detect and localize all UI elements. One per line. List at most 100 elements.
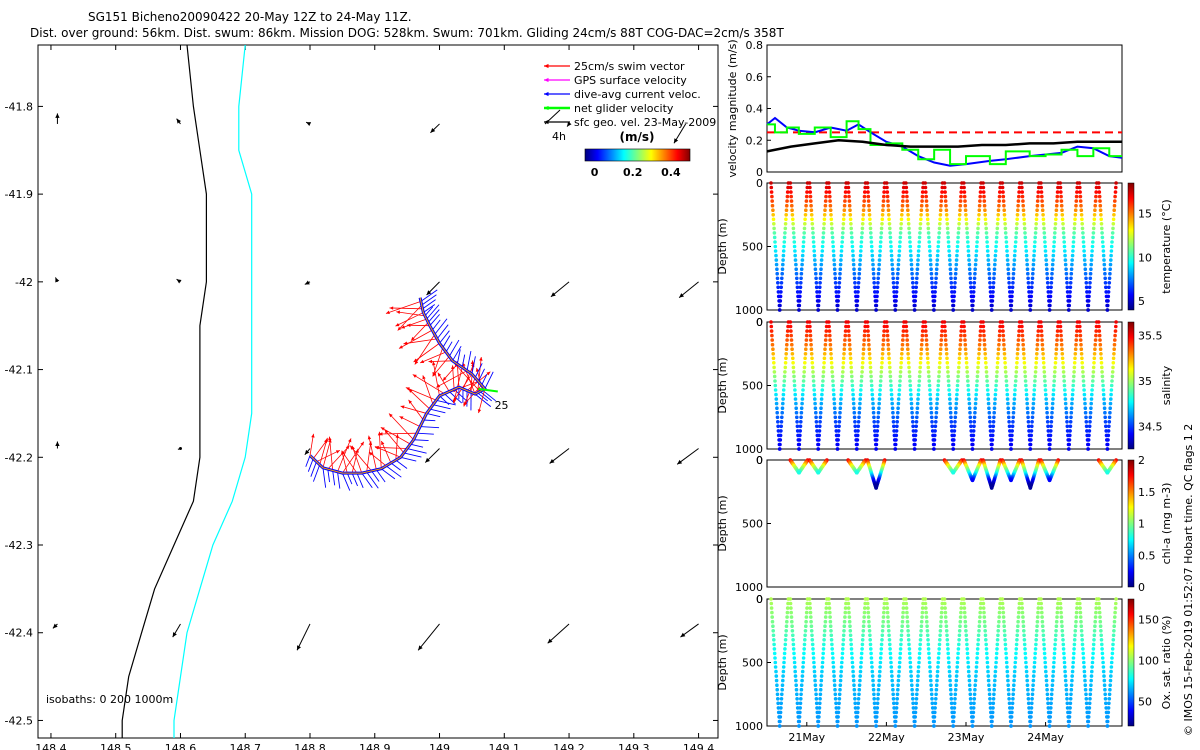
profile-point — [793, 397, 798, 401]
profile-point — [1109, 258, 1113, 262]
profile-point — [1096, 597, 1101, 601]
profile-point — [1096, 320, 1101, 324]
profile-point — [1069, 406, 1074, 411]
profile-point — [969, 706, 973, 710]
profile-point — [983, 624, 987, 628]
profile-point — [807, 320, 812, 324]
profile-point — [1031, 262, 1036, 267]
profile-point — [896, 397, 901, 401]
profile-point — [1039, 324, 1043, 329]
profile-point — [1010, 424, 1015, 429]
profile-point — [830, 231, 834, 235]
profile-point — [880, 356, 885, 361]
profile-point — [1067, 438, 1072, 442]
profile-point — [914, 420, 919, 424]
profile-point — [852, 683, 856, 687]
profile-point — [867, 624, 871, 628]
profile-point — [1052, 240, 1056, 244]
profile-point — [975, 235, 980, 240]
profile-point — [1112, 213, 1116, 217]
profile-point — [793, 253, 797, 258]
profile-point — [1039, 185, 1043, 190]
profile-point — [857, 683, 862, 687]
profile-point — [944, 342, 948, 347]
section-y-tick-label: 0 — [756, 177, 763, 190]
profile-point — [1072, 651, 1076, 656]
profile-point — [858, 397, 862, 401]
profile-point — [871, 262, 875, 267]
profile-point — [772, 231, 777, 235]
profile-point — [972, 276, 977, 281]
profile-point — [1040, 615, 1044, 619]
swim-vector — [378, 432, 417, 435]
profile-point — [1054, 342, 1059, 347]
profile-point — [793, 258, 798, 262]
profile-point — [876, 271, 881, 276]
profile-point — [841, 365, 845, 370]
profile-point — [822, 633, 827, 638]
profile-point — [793, 665, 797, 669]
profile-point — [878, 660, 883, 665]
profile-point — [857, 276, 861, 281]
profile-point — [1111, 638, 1116, 642]
legend-swatch-head — [544, 119, 549, 125]
swim-vector-head — [341, 450, 346, 455]
dac-vector — [452, 345, 462, 362]
profile-point — [1051, 249, 1056, 253]
profile-point — [1043, 660, 1047, 665]
profile-point — [862, 610, 867, 615]
profile-point — [1015, 629, 1020, 633]
profile-point — [824, 190, 829, 194]
profile-point — [1051, 397, 1055, 401]
profile-point — [923, 597, 927, 601]
profile-point — [1098, 347, 1103, 352]
profile-point — [953, 692, 958, 697]
time-x-tick-label: 21May — [788, 731, 825, 744]
profile-point — [989, 724, 994, 728]
profile-point — [798, 424, 803, 429]
profile-point — [799, 683, 804, 687]
profile-point — [1091, 656, 1095, 660]
profile-point — [817, 715, 821, 719]
profile-point — [859, 388, 863, 392]
profile-point — [1099, 361, 1104, 365]
profile-point — [957, 629, 962, 633]
profile-point — [891, 276, 895, 281]
profile-point — [812, 392, 817, 397]
profile-point — [916, 253, 921, 258]
swim-vector-head — [405, 387, 410, 391]
profile-point — [850, 656, 854, 660]
profile-point — [900, 208, 904, 212]
profile-point — [947, 665, 951, 669]
profile-point — [1105, 447, 1110, 451]
profile-point — [1113, 338, 1117, 342]
profile-point — [878, 240, 883, 244]
dac-vector — [420, 426, 440, 429]
profile-point — [904, 606, 909, 610]
profile-point — [982, 199, 987, 203]
profile-point — [990, 433, 995, 438]
profile-point — [1039, 190, 1044, 194]
profile-point — [943, 615, 948, 619]
profile-point — [848, 347, 852, 352]
profile-point — [811, 370, 815, 374]
profile-point — [1092, 352, 1097, 356]
profile-point — [1005, 674, 1010, 678]
profile-point — [900, 629, 904, 633]
profile-point — [1064, 683, 1068, 687]
profile-point — [986, 397, 991, 401]
profile-point — [945, 226, 950, 231]
profile-point — [1033, 240, 1037, 244]
profile-point — [838, 262, 843, 267]
profile-point — [995, 222, 1000, 226]
profile-point — [1092, 222, 1096, 226]
profile-point — [1005, 388, 1009, 392]
profile-point — [1089, 678, 1093, 683]
profile-point — [1082, 660, 1086, 665]
profile-point — [964, 361, 969, 365]
profile-point — [913, 438, 917, 442]
profile-point — [968, 697, 973, 701]
profile-point — [952, 429, 957, 433]
profile-point — [862, 619, 866, 624]
profile-point — [1065, 420, 1069, 424]
